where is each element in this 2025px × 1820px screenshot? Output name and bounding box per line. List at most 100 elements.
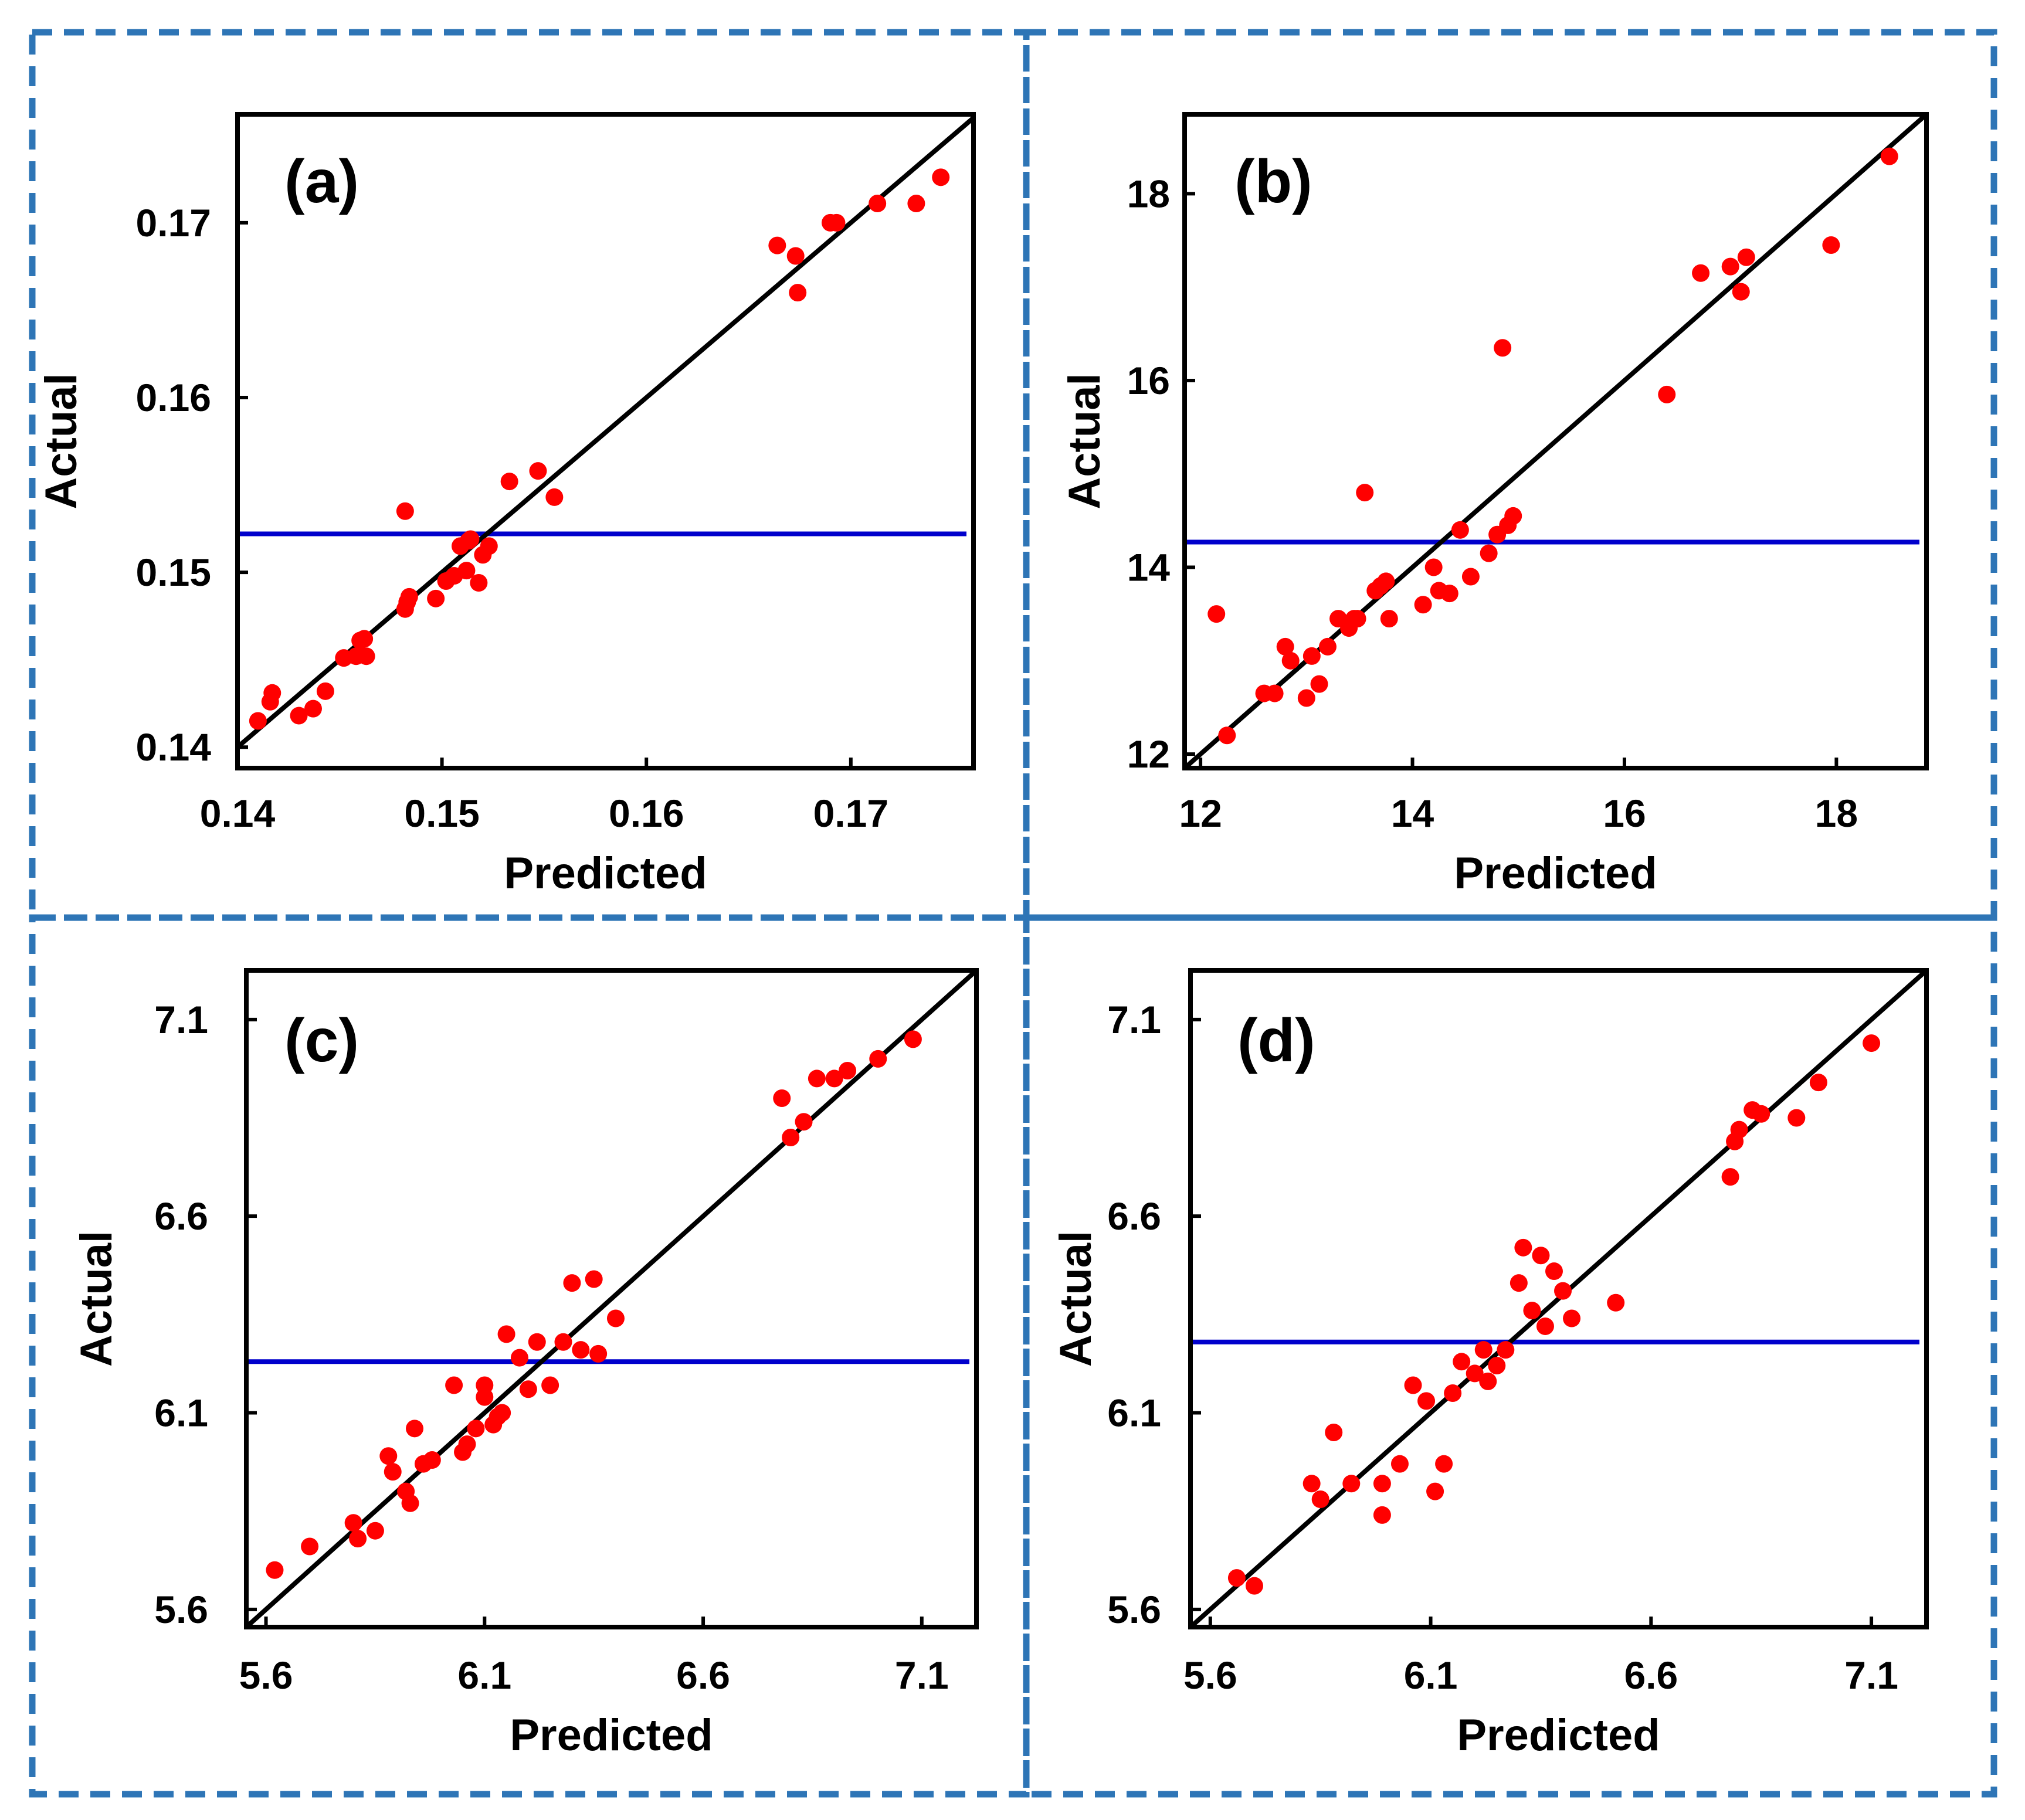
data-point <box>1466 1364 1484 1383</box>
data-point <box>554 1333 572 1351</box>
data-point <box>1325 1424 1343 1442</box>
chart-panel-a: 0.14 0.15 0.16 0.17 0.14 0.15 0.16 0.17 (a) Predi… <box>36 112 976 898</box>
y-axis-title: Actual <box>72 1231 121 1367</box>
data-point <box>907 195 925 213</box>
data-point <box>572 1341 590 1359</box>
data-point <box>1822 236 1840 254</box>
data-point <box>1514 1238 1532 1257</box>
x-tick-label: 7.1 <box>1844 1653 1898 1697</box>
data-point <box>316 682 334 700</box>
y-tick-label: 0.17 <box>136 201 211 245</box>
chart-panel-d: 5.6 6.1 6.6 7.1 5.6 6.1 6.6 7.1 (d) Predicted Actu… <box>1051 968 1929 1760</box>
x-tick-label: 18 <box>1815 792 1858 835</box>
axes-box <box>1188 968 1929 1629</box>
data-point <box>789 284 807 302</box>
x-tick-label: 0.14 <box>200 792 276 835</box>
data-point <box>1737 248 1755 266</box>
x-tick-label: 12 <box>1179 792 1222 835</box>
data-point <box>782 1129 800 1147</box>
data-point <box>1607 1293 1625 1312</box>
data-point <box>1426 1482 1444 1500</box>
data-point <box>1863 1034 1881 1052</box>
y-tick-label: 5.6 <box>154 1588 208 1631</box>
data-point <box>827 213 846 232</box>
panel-frame-1 <box>1023 29 1997 921</box>
data-point <box>445 1376 463 1394</box>
data-point <box>839 1062 857 1080</box>
data-point <box>304 700 322 718</box>
data-point <box>1658 385 1676 403</box>
data-point <box>1318 637 1337 656</box>
data-point <box>1721 257 1739 276</box>
data-point <box>457 562 476 580</box>
data-point <box>1281 651 1300 670</box>
data-point <box>904 1030 922 1048</box>
data-point <box>366 1522 384 1540</box>
data-point <box>1692 264 1710 282</box>
x-tick-label: 14 <box>1391 792 1434 835</box>
data-point <box>1227 1569 1246 1587</box>
data-point <box>795 1113 813 1131</box>
data-point <box>1721 1168 1739 1186</box>
x-tick-label: 0.16 <box>609 792 684 835</box>
data-point <box>606 1309 625 1327</box>
data-point <box>357 647 375 665</box>
data-point <box>545 488 564 506</box>
panel-label: (a) <box>284 148 359 216</box>
data-point <box>1424 558 1443 576</box>
data-point <box>406 1420 424 1438</box>
data-point <box>1880 147 1898 165</box>
data-point <box>1461 568 1480 586</box>
data-point <box>1414 596 1432 614</box>
data-point <box>1302 1475 1321 1493</box>
data-point <box>458 1435 476 1454</box>
data-point <box>563 1274 581 1292</box>
y-tick-label: 6.6 <box>154 1194 208 1238</box>
y-tick-label: 16 <box>1127 359 1170 402</box>
chart-panel-b: 12 14 16 18 12 14 16 18 (b) Predicted Actual <box>1060 112 1929 898</box>
panel-label: (d) <box>1237 1007 1315 1075</box>
data-point <box>1404 1376 1422 1394</box>
data-point <box>1532 1247 1550 1265</box>
x-tick-label: 16 <box>1603 792 1646 835</box>
y-tick-label: 12 <box>1127 732 1170 776</box>
data-point <box>1453 1353 1471 1371</box>
data-point <box>529 462 547 480</box>
data-point <box>1302 647 1321 665</box>
data-point <box>1488 1357 1506 1375</box>
y-axis-title: Actual <box>36 373 86 509</box>
identity-line <box>246 970 976 1627</box>
data-point <box>1373 1475 1391 1493</box>
data-point <box>1417 1392 1436 1410</box>
y-tick-label: 7.1 <box>1107 998 1161 1041</box>
y-tick-label: 18 <box>1127 172 1170 215</box>
axes-box <box>1182 112 1929 770</box>
data-point <box>396 502 414 520</box>
x-tick-label: 6.6 <box>676 1653 730 1697</box>
data-point <box>1809 1074 1827 1092</box>
data-point <box>1523 1302 1541 1320</box>
data-point <box>1440 585 1458 603</box>
data-point <box>869 1050 887 1068</box>
y-tick-label: 7.1 <box>154 998 208 1041</box>
x-tick-label: 7.1 <box>895 1653 949 1697</box>
data-point <box>773 1089 791 1107</box>
data-point <box>932 168 950 186</box>
panel-frame-3 <box>1023 914 1997 1798</box>
data-point <box>427 589 445 607</box>
plot-content <box>1185 114 1926 768</box>
x-tick-label: 6.1 <box>1404 1653 1458 1697</box>
data-point <box>401 1494 419 1512</box>
y-tick-label: 6.6 <box>1107 1194 1161 1238</box>
data-point <box>384 1463 402 1481</box>
axes-box <box>244 968 979 1629</box>
data-point <box>1297 689 1315 707</box>
data-point <box>1266 684 1284 702</box>
data-point <box>1730 1120 1748 1139</box>
data-point <box>1510 1274 1528 1292</box>
data-point <box>1504 507 1522 525</box>
axes-box <box>235 112 976 770</box>
data-point <box>1310 675 1328 693</box>
data-point <box>467 1420 485 1438</box>
